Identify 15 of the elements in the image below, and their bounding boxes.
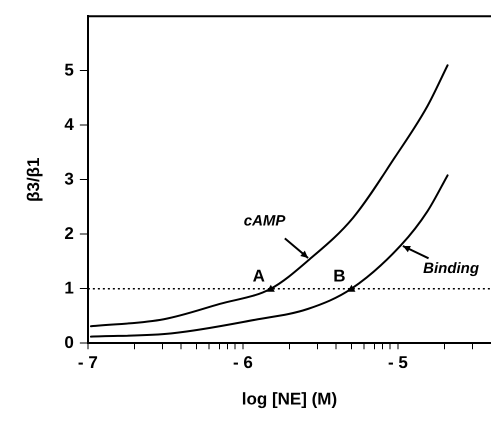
y-tick-label: 5 xyxy=(64,60,74,80)
x-tick-label: - 6 xyxy=(232,353,253,372)
y-tick-label: 2 xyxy=(64,224,74,243)
annotation: cAMP xyxy=(244,212,286,230)
y-tick-label: 4 xyxy=(64,114,74,134)
x-axis-title: log [NE] (M) xyxy=(242,389,338,408)
y-tick-label: 3 xyxy=(64,169,74,188)
y-tick-label: 1 xyxy=(64,278,74,298)
x-tick-label: - 5 xyxy=(388,353,408,372)
y-tick-label: 0 xyxy=(64,332,74,352)
x-tick-label: - 7 xyxy=(78,353,98,372)
annotation: A xyxy=(252,266,265,286)
y-axis-title: β3/β1 xyxy=(24,158,43,202)
annotation: B xyxy=(333,266,346,286)
annotation: Binding xyxy=(423,260,479,278)
